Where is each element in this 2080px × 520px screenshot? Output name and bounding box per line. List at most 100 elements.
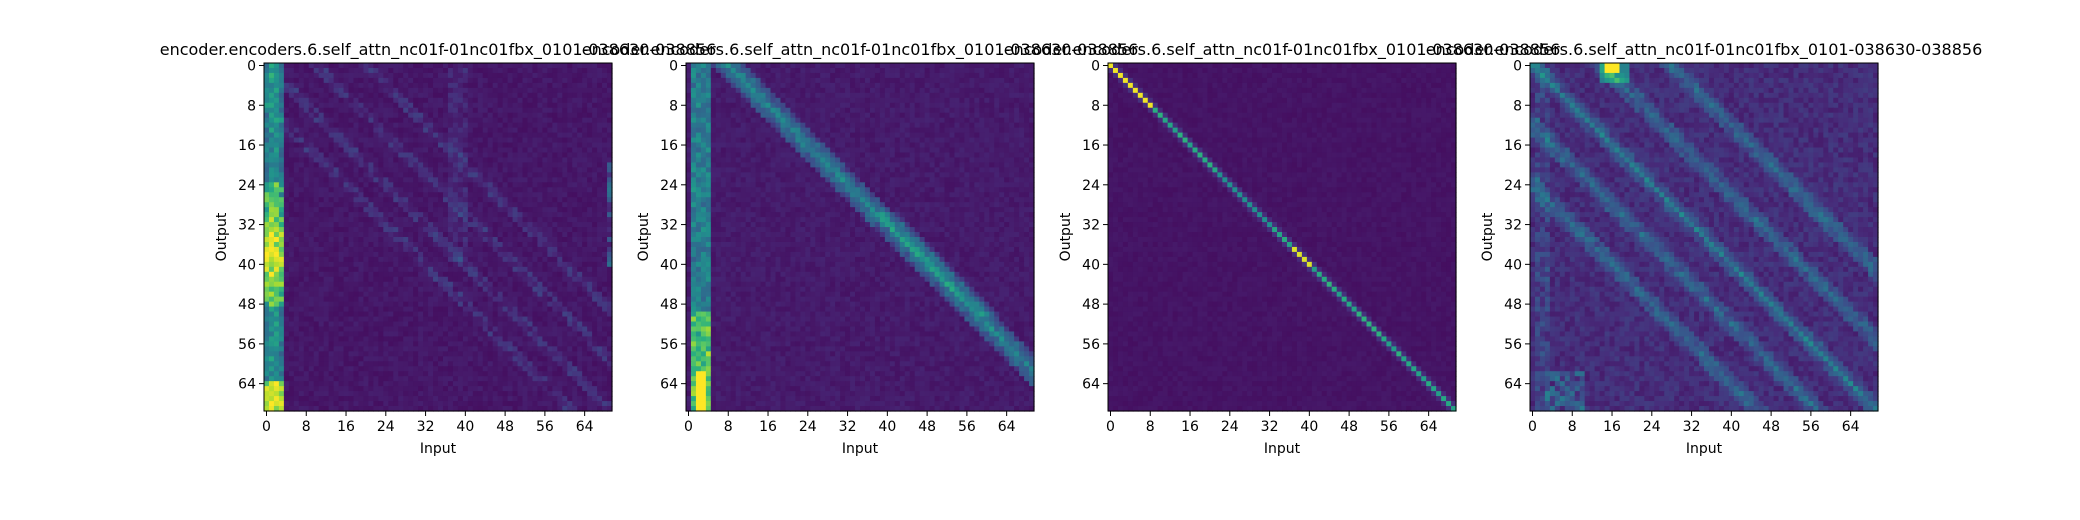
heatmap-cell (443, 98, 449, 104)
heatmap-cell (368, 88, 374, 94)
heatmap-cell (448, 222, 454, 228)
heatmap-cell (771, 63, 777, 69)
heatmap-cell (289, 212, 295, 218)
heatmap-cell (383, 307, 389, 313)
heatmap-cell (418, 73, 424, 79)
heatmap-cell (542, 317, 548, 323)
heatmap-cell (597, 222, 603, 228)
heatmap-cell (557, 381, 563, 387)
heatmap-cell (289, 222, 295, 228)
heatmap-cell (577, 98, 583, 104)
heatmap-cell (751, 63, 757, 69)
heatmap-cell (383, 322, 389, 328)
heatmap-cell (274, 292, 280, 298)
heatmap-cell (582, 376, 588, 382)
heatmap-cell (339, 113, 345, 119)
heatmap-cell (413, 143, 419, 149)
heatmap-cell (582, 172, 588, 178)
heatmap-cell (463, 63, 469, 69)
heatmap-cell (547, 123, 553, 129)
heatmap-cell (368, 287, 374, 293)
heatmap-cell (418, 68, 424, 74)
heatmap-cell (423, 336, 429, 342)
heatmap-cell (279, 157, 285, 163)
heatmap-cell (344, 366, 350, 372)
heatmap-cell (915, 63, 921, 69)
heatmap-cell (304, 237, 310, 243)
heatmap-cell (413, 167, 419, 173)
heatmap-cell (393, 366, 399, 372)
heatmap-cell (428, 252, 434, 258)
heatmap-cell (458, 302, 464, 308)
heatmap-cell (408, 391, 414, 397)
heatmap-cell (398, 138, 404, 144)
heatmap-cell (567, 152, 573, 158)
heatmap-cell (498, 172, 504, 178)
heatmap-cell (294, 192, 300, 198)
heatmap-cell (393, 207, 399, 213)
heatmap-cell (423, 128, 429, 134)
heatmap-cell (508, 207, 514, 213)
heatmap-cell (329, 197, 335, 203)
heatmap-cell (299, 297, 305, 303)
heatmap-cell (363, 152, 369, 158)
heatmap-cell (463, 237, 469, 243)
heatmap-cell (552, 152, 558, 158)
heatmap-cell (334, 138, 340, 144)
heatmap-cell (438, 307, 444, 313)
heatmap-cell (398, 371, 404, 377)
heatmap-cell (408, 272, 414, 278)
heatmap-cell (483, 247, 489, 253)
heatmap-cell (498, 242, 504, 248)
heatmap-cell (388, 152, 394, 158)
heatmap-cell (503, 237, 509, 243)
heatmap-cell (294, 128, 300, 134)
heatmap-cell (363, 356, 369, 362)
heatmap-cell (592, 103, 598, 109)
heatmap-cell (294, 366, 300, 372)
heatmap-cell (418, 292, 424, 298)
heatmap-cell (393, 123, 399, 129)
heatmap-cell (513, 312, 519, 318)
heatmap-cell (503, 366, 509, 372)
heatmap-cell (503, 83, 509, 89)
heatmap-cell (567, 192, 573, 198)
heatmap-cell (458, 287, 464, 293)
heatmap-cell (478, 386, 484, 392)
heatmap-cell (299, 272, 305, 278)
heatmap-cell (592, 262, 598, 268)
heatmap-cell (478, 157, 484, 163)
heatmap-cell (542, 143, 548, 149)
heatmap-cell (582, 307, 588, 313)
heatmap-cell (428, 366, 434, 372)
heatmap-cell (309, 341, 315, 347)
heatmap-cell (463, 207, 469, 213)
heatmap-cell (408, 346, 414, 352)
heatmap-cell (289, 336, 295, 342)
heatmap-cell (562, 63, 568, 69)
heatmap-cell (473, 272, 479, 278)
heatmap-cell (344, 217, 350, 223)
heatmap-cell (597, 172, 603, 178)
heatmap-cell (269, 93, 275, 99)
heatmap-cell (508, 212, 514, 218)
heatmap-cell (284, 172, 290, 178)
heatmap-cell (264, 307, 270, 313)
heatmap-cell (527, 381, 533, 387)
heatmap-cell (597, 202, 603, 208)
heatmap-cell (339, 187, 345, 193)
heatmap-cell (418, 356, 424, 362)
heatmap-cell (324, 312, 330, 318)
heatmap-cell (339, 282, 345, 288)
heatmap-cell (324, 257, 330, 263)
heatmap-cell (314, 292, 320, 298)
heatmap-cell (478, 351, 484, 357)
heatmap-cell (572, 148, 578, 154)
heatmap-cell (468, 123, 474, 129)
heatmap-cell (423, 113, 429, 119)
heatmap-cell (572, 187, 578, 193)
heatmap-cell (527, 182, 533, 188)
heatmap-cell (339, 257, 345, 263)
heatmap-cell (353, 386, 359, 392)
heatmap-cell (473, 113, 479, 119)
